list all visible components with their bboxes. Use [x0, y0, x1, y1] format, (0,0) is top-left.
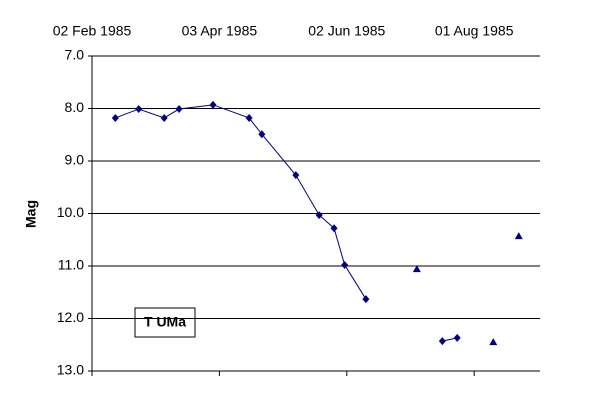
x-tick-label: 01 Aug 1985: [435, 23, 514, 39]
point: [362, 295, 370, 304]
point: [209, 100, 217, 109]
y-tick-label: 12.0: [57, 309, 84, 325]
point: [489, 338, 498, 346]
x-tick-label: 02 Jun 1985: [308, 23, 385, 39]
point: [245, 113, 253, 122]
x-tick-label: 02 Feb 1985: [53, 23, 132, 39]
point: [175, 105, 183, 114]
y-axis-label: Mag: [23, 200, 39, 228]
point: [315, 211, 323, 220]
annotation: T UMa: [144, 314, 186, 330]
point: [453, 333, 461, 342]
point: [330, 224, 338, 233]
point: [111, 113, 119, 122]
y-tick-label: 7.0: [65, 47, 85, 63]
point: [412, 265, 421, 273]
point: [438, 337, 446, 346]
point: [292, 171, 300, 180]
annotation-box: [134, 307, 196, 338]
point: [160, 113, 168, 122]
y-tick-label: 11.0: [58, 257, 84, 273]
point: [514, 232, 523, 240]
x-tick-label: 03 Apr 1985: [182, 23, 258, 39]
point: [258, 130, 266, 139]
y-tick-label: 8.0: [65, 99, 85, 115]
point: [135, 105, 143, 114]
point: [341, 260, 349, 269]
y-tick-label: 9.0: [65, 152, 85, 168]
y-tick-label: 13.0: [57, 362, 84, 378]
y-tick-label: 10.0: [57, 204, 84, 220]
